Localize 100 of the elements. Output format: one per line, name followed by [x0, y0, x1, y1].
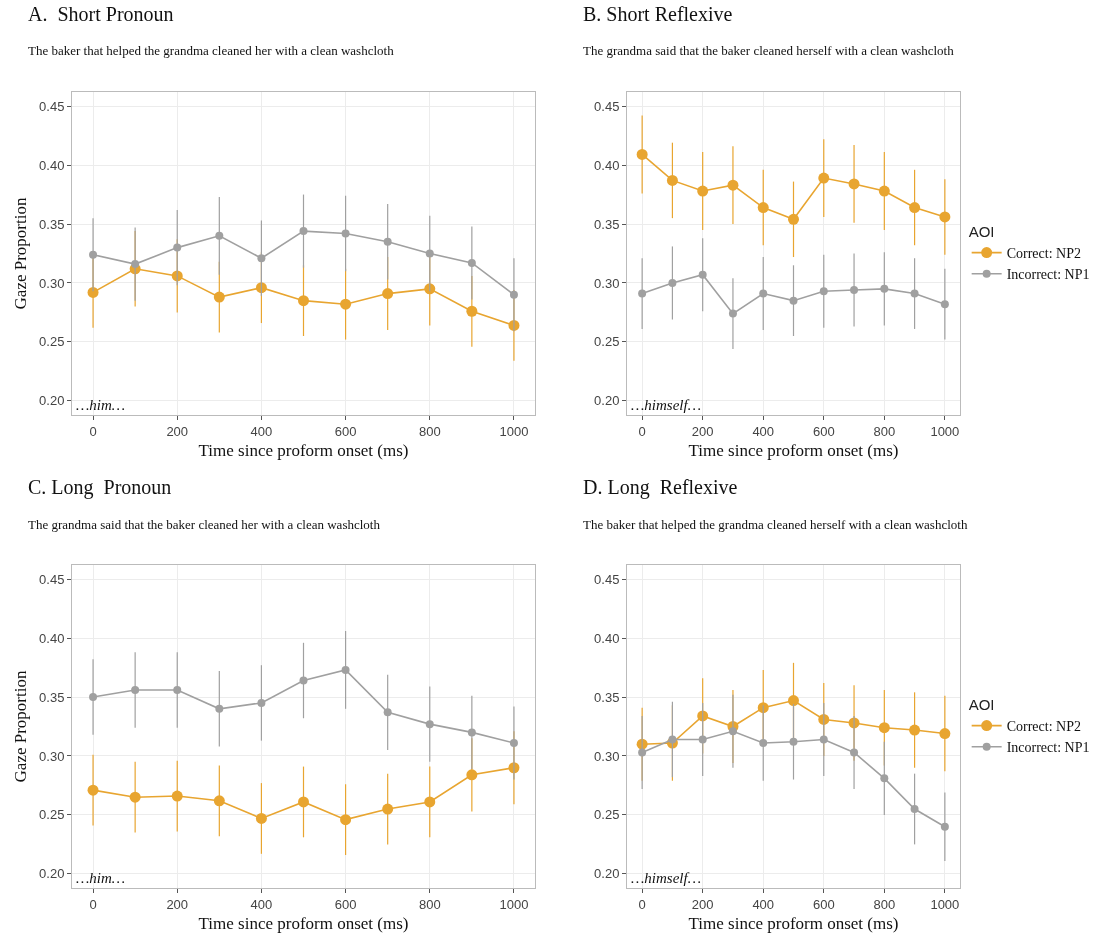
y-tick-label: 0.45	[594, 571, 620, 587]
annotation: …him…	[76, 397, 126, 413]
point	[697, 185, 709, 197]
legend-title: AOI	[968, 696, 995, 713]
y-tick-label: 0.35	[594, 216, 620, 232]
x-tick-label: 200	[691, 896, 714, 912]
y-tick-label: 0.25	[39, 807, 65, 823]
point	[131, 260, 140, 269]
point	[939, 728, 951, 740]
x-tick-label: 400	[250, 896, 273, 912]
chart-subtitle: The baker that helped the grandma cleaned herself with a clean washcloth	[583, 516, 968, 532]
point	[819, 735, 828, 744]
point	[340, 298, 352, 310]
legend-label: Incorrect: NP1	[1006, 267, 1090, 283]
x-axis-title: Time since proform onset (ms)	[688, 441, 899, 460]
y-tick-label: 0.35	[39, 216, 65, 232]
y-tick-label: 0.45	[39, 98, 65, 114]
point	[910, 805, 919, 814]
point	[757, 202, 769, 214]
point	[728, 309, 737, 318]
point	[909, 724, 921, 736]
point	[171, 790, 183, 802]
point	[789, 737, 798, 746]
point	[215, 231, 224, 240]
x-tick-label: 800	[873, 896, 896, 912]
point	[382, 288, 394, 300]
point	[788, 213, 799, 225]
y-tick-label: 0.30	[39, 748, 65, 764]
y-tick-label: 0.35	[594, 689, 620, 705]
annotation: …himself…	[631, 870, 702, 886]
x-tick-label: 200	[166, 896, 189, 912]
point	[213, 291, 225, 303]
point	[878, 185, 890, 197]
y-axis-title: Gaze Proportion	[10, 197, 30, 310]
point	[255, 812, 267, 824]
point	[509, 739, 518, 747]
legend-label: Correct: NP2	[1006, 719, 1081, 735]
point	[909, 202, 921, 214]
x-tick-label: 0	[638, 896, 646, 912]
point	[129, 791, 141, 803]
point	[728, 727, 737, 736]
point	[819, 287, 828, 296]
point	[341, 229, 350, 238]
x-tick-label: 600	[334, 423, 357, 439]
point	[759, 739, 768, 747]
point	[789, 296, 798, 305]
annotation: …himself…	[631, 397, 702, 413]
y-axis-title: Gaze Proportion	[10, 670, 30, 783]
x-axis-title: Time since proform onset (ms)	[198, 914, 409, 933]
point	[818, 172, 830, 184]
point	[383, 708, 392, 717]
point	[131, 685, 140, 694]
x-tick-label: 400	[250, 423, 273, 439]
point	[509, 290, 518, 299]
point	[880, 774, 889, 783]
x-tick-label: 200	[691, 423, 714, 439]
point	[425, 249, 434, 258]
point	[213, 795, 225, 807]
point	[299, 676, 308, 685]
y-tick-label: 0.30	[39, 275, 65, 291]
point	[666, 174, 678, 186]
y-tick-label: 0.30	[594, 748, 620, 764]
x-tick-label: 400	[752, 896, 775, 912]
x-tick-label: 0	[89, 896, 97, 912]
y-tick-label: 0.25	[39, 334, 65, 350]
y-tick-label: 0.40	[594, 157, 620, 173]
point	[850, 748, 859, 757]
chart-subtitle: The grandma said that the baker cleaned her with a clean washcloth	[28, 516, 381, 532]
y-tick-label: 0.20	[594, 393, 620, 409]
point	[727, 179, 739, 191]
y-tick-label: 0.20	[39, 393, 65, 409]
point	[788, 695, 799, 707]
chart-title: D. Long Reflexive	[583, 476, 738, 500]
x-tick-label: 0	[638, 423, 646, 439]
point	[382, 803, 394, 815]
chart-subtitle: The grandma said that the baker cleaned herself with a clean washcloth	[583, 42, 955, 58]
point	[257, 254, 266, 263]
point	[668, 278, 677, 287]
point	[940, 300, 949, 309]
point	[638, 289, 647, 298]
point	[89, 693, 98, 702]
x-axis-title: Time since proform onset (ms)	[198, 441, 409, 460]
chart-title: C. Long Pronoun	[28, 476, 172, 500]
x-tick-label: 1000	[930, 423, 960, 439]
point	[341, 665, 350, 674]
y-tick-label: 0.45	[39, 571, 65, 587]
point	[848, 178, 860, 190]
point	[467, 258, 476, 267]
x-tick-label: 800	[873, 423, 896, 439]
point	[87, 784, 99, 796]
x-tick-label: 1000	[499, 896, 529, 912]
x-tick-label: 800	[418, 896, 441, 912]
point	[257, 698, 266, 707]
y-tick-label: 0.35	[39, 689, 65, 705]
x-tick-label: 1000	[499, 423, 529, 439]
legend-title: AOI	[968, 223, 995, 240]
point	[698, 270, 707, 279]
point	[383, 237, 392, 246]
point	[668, 735, 677, 744]
point	[467, 728, 476, 737]
